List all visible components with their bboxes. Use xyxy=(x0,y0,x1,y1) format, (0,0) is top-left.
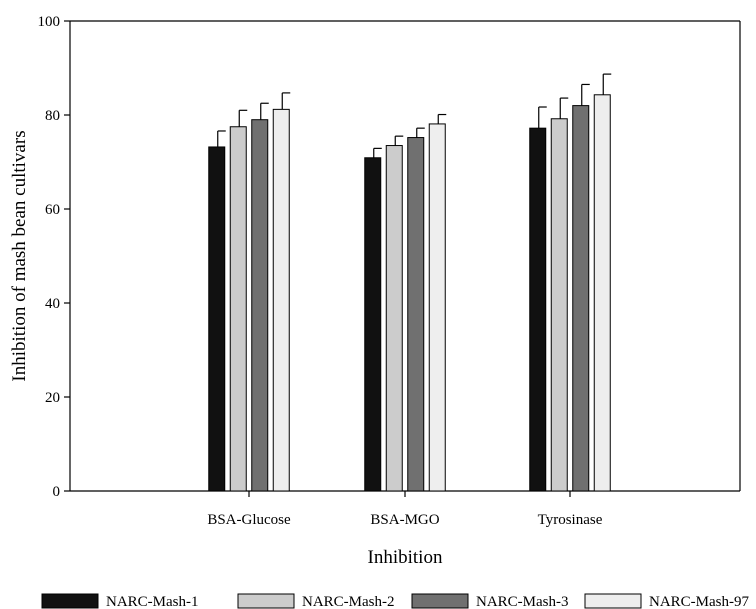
bars xyxy=(208,73,612,492)
legend-label: NARC-Mash-3 xyxy=(476,594,569,609)
legend-label: NARC-Mash-2 xyxy=(302,594,395,609)
x-ticks: BSA-Glucose BSA-MGO Tyrosinase xyxy=(207,491,603,528)
legend-swatch xyxy=(41,593,99,609)
x-axis-title: Inhibition xyxy=(368,547,443,568)
y-tick-label: 20 xyxy=(45,390,60,406)
bar-narc-mash-97 xyxy=(593,94,611,492)
bar-narc-mash-3 xyxy=(407,137,425,492)
bar-narc-mash-1 xyxy=(364,157,382,492)
legend-label: NARC-Mash-97 xyxy=(649,594,749,609)
bar-narc-mash-3 xyxy=(251,119,269,492)
plot-area: 0 20 40 60 80 100 BSA-Glucose BSA-MGO Tyrosinas… xyxy=(38,14,741,528)
y-tick-label: 80 xyxy=(45,108,60,124)
x-tick-label: Tyrosinase xyxy=(538,512,603,528)
bar-narc-mash-2 xyxy=(550,118,568,492)
bar-narc-mash-2 xyxy=(385,145,403,492)
y-axis-title: Inhibition of mash bean cultivars xyxy=(9,130,30,381)
legend-swatch xyxy=(237,593,295,609)
y-tick-label: 40 xyxy=(45,296,60,312)
legend-swatch xyxy=(584,593,642,609)
legend: NARC-Mash-1 NARC-Mash-2 NARC-Mash-3 NARC-Ma… xyxy=(41,593,749,609)
y-ticks: 0 20 40 60 80 100 xyxy=(38,14,70,500)
bar-narc-mash-97 xyxy=(428,123,446,492)
y-tick-label: 60 xyxy=(45,202,60,218)
x-tick-label: BSA-MGO xyxy=(370,512,439,528)
bar-narc-mash-3 xyxy=(572,105,590,492)
bar-narc-mash-1 xyxy=(208,146,226,492)
bar-narc-mash-2 xyxy=(229,126,247,492)
x-tick-label: BSA-Glucose xyxy=(207,512,291,528)
bar-narc-mash-1 xyxy=(529,127,547,492)
bar-narc-mash-97 xyxy=(272,108,290,492)
legend-swatch xyxy=(411,593,469,609)
y-tick-label: 0 xyxy=(53,484,61,500)
y-tick-label: 100 xyxy=(38,14,61,30)
legend-label: NARC-Mash-1 xyxy=(106,594,199,609)
